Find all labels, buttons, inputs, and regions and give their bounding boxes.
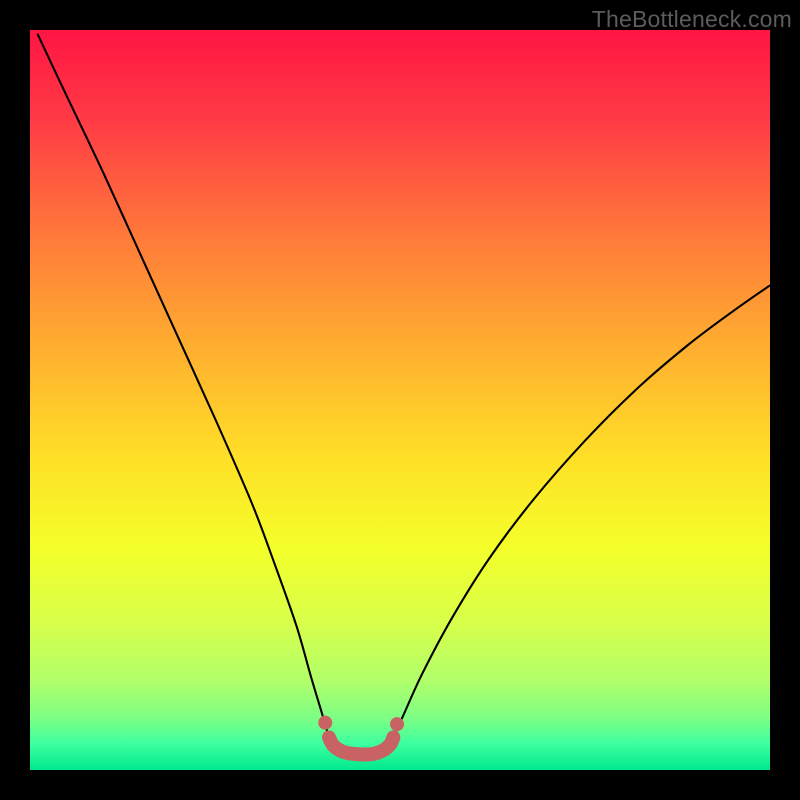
highlight-dot-right (390, 717, 404, 731)
highlight-dot-left (318, 716, 332, 730)
watermark-text: TheBottleneck.com (592, 6, 792, 33)
chart-background (30, 30, 770, 770)
bottleneck-chart (30, 30, 770, 770)
